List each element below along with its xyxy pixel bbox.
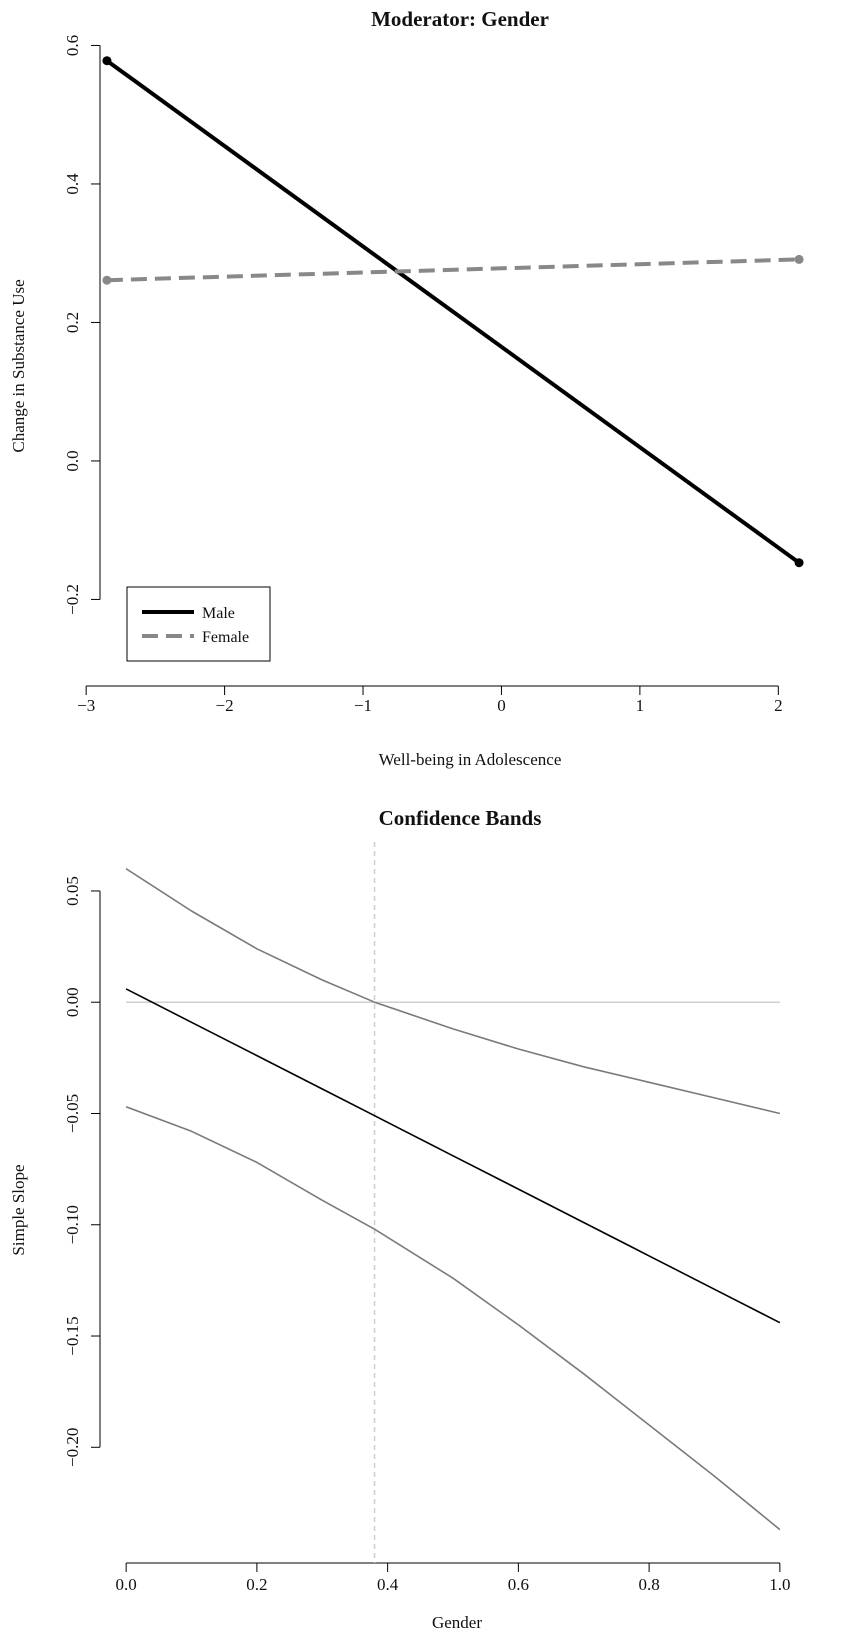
reference-lines <box>126 842 780 1563</box>
x-tick-label: −1 <box>354 696 372 715</box>
x-tick-label: 0 <box>497 696 506 715</box>
x-tick-label: 0.8 <box>638 1575 659 1594</box>
y-tick-label: 0.6 <box>63 35 82 56</box>
legend-label-male: Male <box>202 605 235 622</box>
panel-confidence-bands: Confidence Bands Gender Simple Slope 0.0… <box>9 806 790 1632</box>
x-tick-label: −3 <box>77 696 95 715</box>
data-point-female <box>102 275 112 285</box>
y-tick-label: 0.0 <box>63 450 82 471</box>
x-tick-label: 0.2 <box>246 1575 267 1594</box>
legend-box <box>126 586 271 662</box>
series-line-male <box>105 59 801 565</box>
series-line-lower <box>125 1106 781 1531</box>
y-tick-label: −0.2 <box>63 584 82 615</box>
y-tick-label: −0.15 <box>63 1316 82 1355</box>
x-axis-label: Gender <box>432 1613 482 1632</box>
chart-title: Confidence Bands <box>379 806 542 830</box>
series-line-estimate <box>125 988 781 1324</box>
x-tick-label: 0.4 <box>377 1575 399 1594</box>
x-tick-label: 2 <box>774 696 783 715</box>
axes: 0.0 0.2 0.4 0.6 0.8 1.0 −0.20 −0.15 −0.10 −0.05 0.… <box>63 876 790 1594</box>
y-tick-label: 0.00 <box>63 987 82 1017</box>
series-group <box>125 868 781 1531</box>
x-tick-label: 1.0 <box>769 1575 790 1594</box>
y-tick-label: 0.2 <box>63 312 82 333</box>
x-tick-label: 0.6 <box>508 1575 529 1594</box>
axes: −3 −2 −1 0 1 2 −0.2 0.0 0.2 0.4 0.6 <box>63 35 783 715</box>
data-point-female <box>794 254 804 264</box>
y-tick-label: −0.05 <box>63 1094 82 1133</box>
y-axis-label: Simple Slope <box>9 1164 28 1255</box>
x-axis-label: Well-being in Adolescence <box>379 750 562 769</box>
data-point-male <box>794 558 804 568</box>
series-line-female <box>106 257 800 283</box>
y-tick-label: 0.4 <box>63 173 82 195</box>
legend-label-female: Female <box>202 629 249 646</box>
x-tick-label: 1 <box>636 696 645 715</box>
panel-moderator-gender: Moderator: Gender Well-being in Adolesce… <box>9 7 804 769</box>
x-tick-label: −2 <box>216 696 234 715</box>
chart-title: Moderator: Gender <box>371 7 549 31</box>
data-point-male <box>102 56 112 66</box>
y-tick-label: 0.05 <box>63 876 82 906</box>
x-tick-label: 0.0 <box>116 1575 137 1594</box>
y-tick-label: −0.10 <box>63 1205 82 1244</box>
series-line-upper <box>125 868 781 1115</box>
legend: Male Female <box>126 586 271 662</box>
series-group <box>102 56 804 568</box>
y-tick-label: −0.20 <box>63 1428 82 1467</box>
y-axis-label: Change in Substance Use <box>9 279 28 452</box>
